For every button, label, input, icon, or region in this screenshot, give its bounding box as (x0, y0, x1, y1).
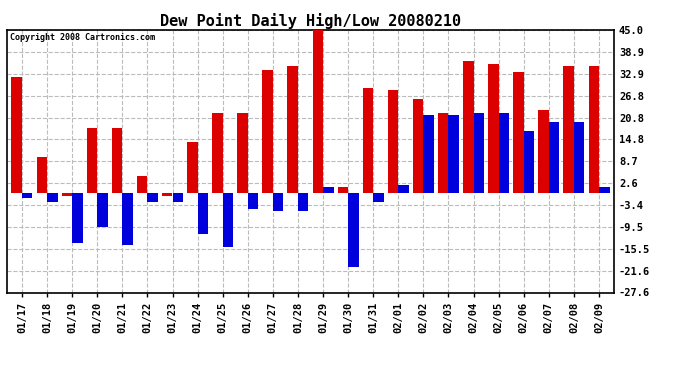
Bar (237, 113, 248, 193)
Bar (187, 142, 197, 193)
Bar (599, 187, 609, 193)
Bar (564, 66, 574, 193)
Bar (162, 193, 172, 196)
Bar (22, 193, 32, 198)
Bar (72, 193, 83, 243)
Bar (37, 156, 47, 193)
Bar (87, 128, 97, 193)
Bar (61, 193, 72, 196)
Bar (388, 90, 398, 193)
Bar (463, 61, 473, 193)
Bar (112, 128, 122, 193)
Bar (373, 193, 384, 202)
Bar (47, 193, 57, 202)
Bar (398, 186, 409, 193)
Bar (499, 113, 509, 193)
Bar (574, 122, 584, 193)
Bar (589, 66, 599, 193)
Bar (438, 113, 449, 193)
Bar (262, 70, 273, 193)
Bar (549, 122, 560, 193)
Bar (524, 131, 534, 193)
Bar (473, 113, 484, 193)
Bar (513, 72, 524, 193)
Bar (248, 193, 258, 209)
Title: Dew Point Daily High/Low 20080210: Dew Point Daily High/Low 20080210 (160, 13, 461, 29)
Bar (12, 77, 22, 193)
Bar (288, 66, 298, 193)
Bar (223, 193, 233, 247)
Bar (212, 113, 223, 193)
Bar (122, 193, 133, 245)
Bar (337, 187, 348, 193)
Bar (488, 64, 499, 193)
Bar (538, 110, 549, 193)
Bar (172, 193, 183, 202)
Text: Copyright 2008 Cartronics.com: Copyright 2008 Cartronics.com (10, 33, 155, 42)
Bar (273, 193, 284, 211)
Bar (323, 187, 333, 193)
Bar (363, 88, 373, 193)
Bar (97, 193, 108, 227)
Bar (348, 193, 359, 267)
Bar (448, 115, 459, 193)
Bar (148, 193, 158, 202)
Bar (424, 115, 434, 193)
Bar (413, 99, 424, 193)
Bar (137, 176, 148, 193)
Bar (313, 30, 323, 193)
Bar (298, 193, 308, 211)
Bar (197, 193, 208, 234)
